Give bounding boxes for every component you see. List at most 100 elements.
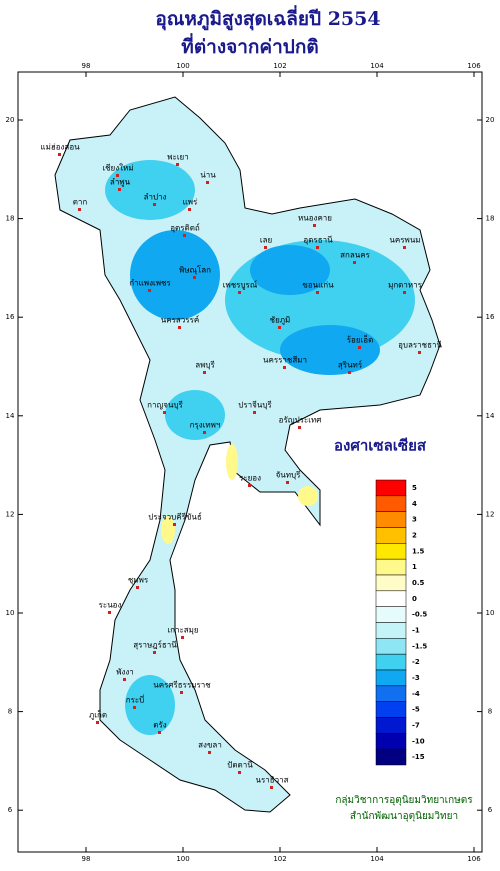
legend-label: 0 [412,595,417,603]
station [316,246,319,249]
station [178,326,181,329]
place-label: ระยอง [239,474,261,483]
anomaly-zone [125,675,175,735]
legend-swatch [375,717,407,734]
legend-label: -3 [412,674,420,682]
place-label: ชุมพร [128,576,149,585]
place-label: กำแพงเพชร [129,279,171,288]
legend-swatch [375,685,407,702]
station [403,246,406,249]
legend-label: -1 [412,626,420,634]
station [283,366,286,369]
station [270,786,273,789]
station [136,586,139,589]
place-label: สกลนคร [340,251,370,260]
station [403,291,406,294]
place-label: นครสวรรค์ [161,315,199,325]
legend-label: 1.5 [412,547,425,555]
station [163,411,166,414]
legend-label: -5 [412,706,420,714]
legend-swatch [375,558,407,576]
anomaly-zone [298,486,318,506]
place-label: น่าน [200,171,216,180]
place-label: ปราจีนบุรี [238,401,272,410]
lat-label: 16 [6,313,15,321]
legend-swatch [375,669,407,687]
title: อุณหภูมิสูงสุดเฉลี่ยปี 2554 [155,5,380,31]
place-label: ลำพูน [110,178,131,188]
legend-label: -10 [412,737,425,745]
place-label: กรุงเทพฯ [190,421,221,430]
place-label: ขอนแก่น [302,281,334,290]
lon-label: 104 [370,62,384,70]
anomaly-zone [161,516,175,544]
lat-label: 8 [8,708,12,716]
place-label: สุราษฎร์ธานี [133,640,177,650]
lat-label: 18 [486,215,495,223]
place-label: แพร่ [183,198,198,207]
lat-label: 12 [486,510,495,518]
lat-label: 10 [6,609,15,617]
station [181,636,184,639]
station [358,346,361,349]
station [158,731,161,734]
station [313,224,316,227]
subtitle: ที่ต่างจากค่าปกติ [181,33,318,58]
place-label: ลำปาง [144,193,167,202]
legend-label: -7 [412,721,420,729]
place-label: เพชรบูรณ์ [223,280,258,291]
lon-label: 106 [467,855,481,863]
place-label: ตาก [73,198,88,207]
lat-label: 6 [488,806,493,814]
station [153,651,156,654]
lon-label: 100 [176,855,189,863]
station [353,261,356,264]
lat-label: 8 [488,708,492,716]
lon-label: 104 [370,855,384,863]
station [238,771,241,774]
legend-label: 5 [412,484,417,492]
place-label: สงขลา [198,741,222,750]
station [206,181,209,184]
legend-label: 2 [412,531,417,539]
station [278,326,281,329]
place-label: กระบี่ [126,694,145,705]
lon-label: 102 [273,62,286,70]
legend-swatch [375,701,407,718]
place-label: ประจวบคีรีขันธ์ [148,512,202,522]
place-label: สุรินทร์ [338,360,363,370]
station [118,188,121,191]
lon-label: 98 [82,62,91,70]
place-label: ลพบุรี [195,361,215,370]
station [180,691,183,694]
station [248,484,251,487]
station [153,203,156,206]
station [123,678,126,681]
place-label: อุตรดิตถ์ [170,223,200,233]
lat-label: 14 [486,412,495,420]
place-label: อุบลราชธานี [398,341,442,350]
legend-label: -1.5 [412,642,427,650]
legend-swatch [375,748,407,766]
place-label: พิษณุโลก [179,265,211,275]
legend-label: -0.5 [412,611,427,619]
place-label: ชัยภูมิ [270,316,291,326]
legend-swatch [375,479,407,497]
station [148,289,151,292]
lat-label: 16 [486,313,495,321]
station [316,291,319,294]
place-label: แม่ฮ่องสอน [40,143,80,152]
anomaly-zone [105,160,195,220]
station [58,153,61,156]
lon-label: 102 [273,855,286,863]
legend-label: 0.5 [412,579,425,587]
place-label: นครศรีธรรมราช [153,681,211,690]
legend-label: -4 [412,690,420,698]
place-label: เลย [260,236,272,245]
station [208,751,211,754]
station [348,371,351,374]
place-label: ภูเก็ต [89,710,107,721]
station [418,351,421,354]
station [298,426,301,429]
